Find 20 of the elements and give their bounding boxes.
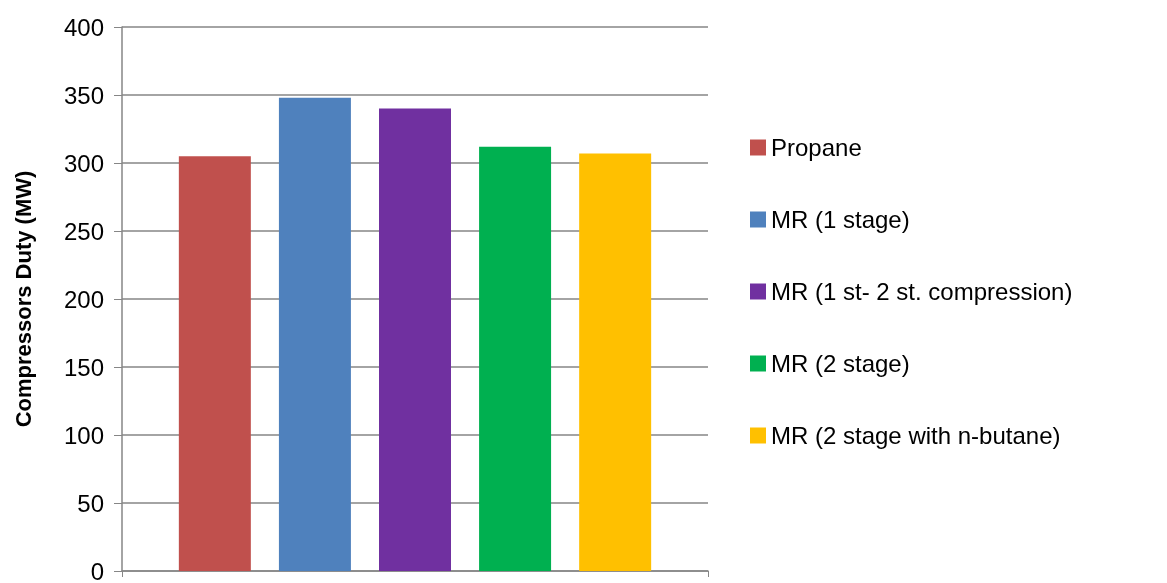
y-tick-label: 0 bbox=[90, 557, 104, 583]
legend-label: MR (1 st- 2 st. compression) bbox=[771, 278, 1073, 305]
bar bbox=[579, 153, 652, 571]
y-axis-title: Compressors Duty (MW) bbox=[10, 170, 36, 428]
y-tick-label: 50 bbox=[77, 489, 104, 517]
y-tick-label: 300 bbox=[63, 149, 104, 177]
y-tick-label: 200 bbox=[63, 285, 104, 313]
bar bbox=[278, 97, 351, 571]
legend-label: MR (2 stage) bbox=[771, 350, 910, 377]
legend-label: MR (1 stage) bbox=[771, 206, 910, 233]
bar bbox=[178, 156, 251, 571]
y-tick-label: 400 bbox=[63, 13, 104, 41]
legend-label: Propane bbox=[771, 134, 862, 161]
y-tick-label: 350 bbox=[63, 81, 104, 109]
legend-label: MR (2 stage with n-butane) bbox=[771, 422, 1061, 449]
y-tick-label: 150 bbox=[63, 353, 104, 381]
bar bbox=[379, 108, 451, 571]
bar bbox=[479, 146, 552, 571]
y-tick-label: 250 bbox=[63, 217, 104, 245]
y-tick-label: 100 bbox=[63, 421, 104, 449]
